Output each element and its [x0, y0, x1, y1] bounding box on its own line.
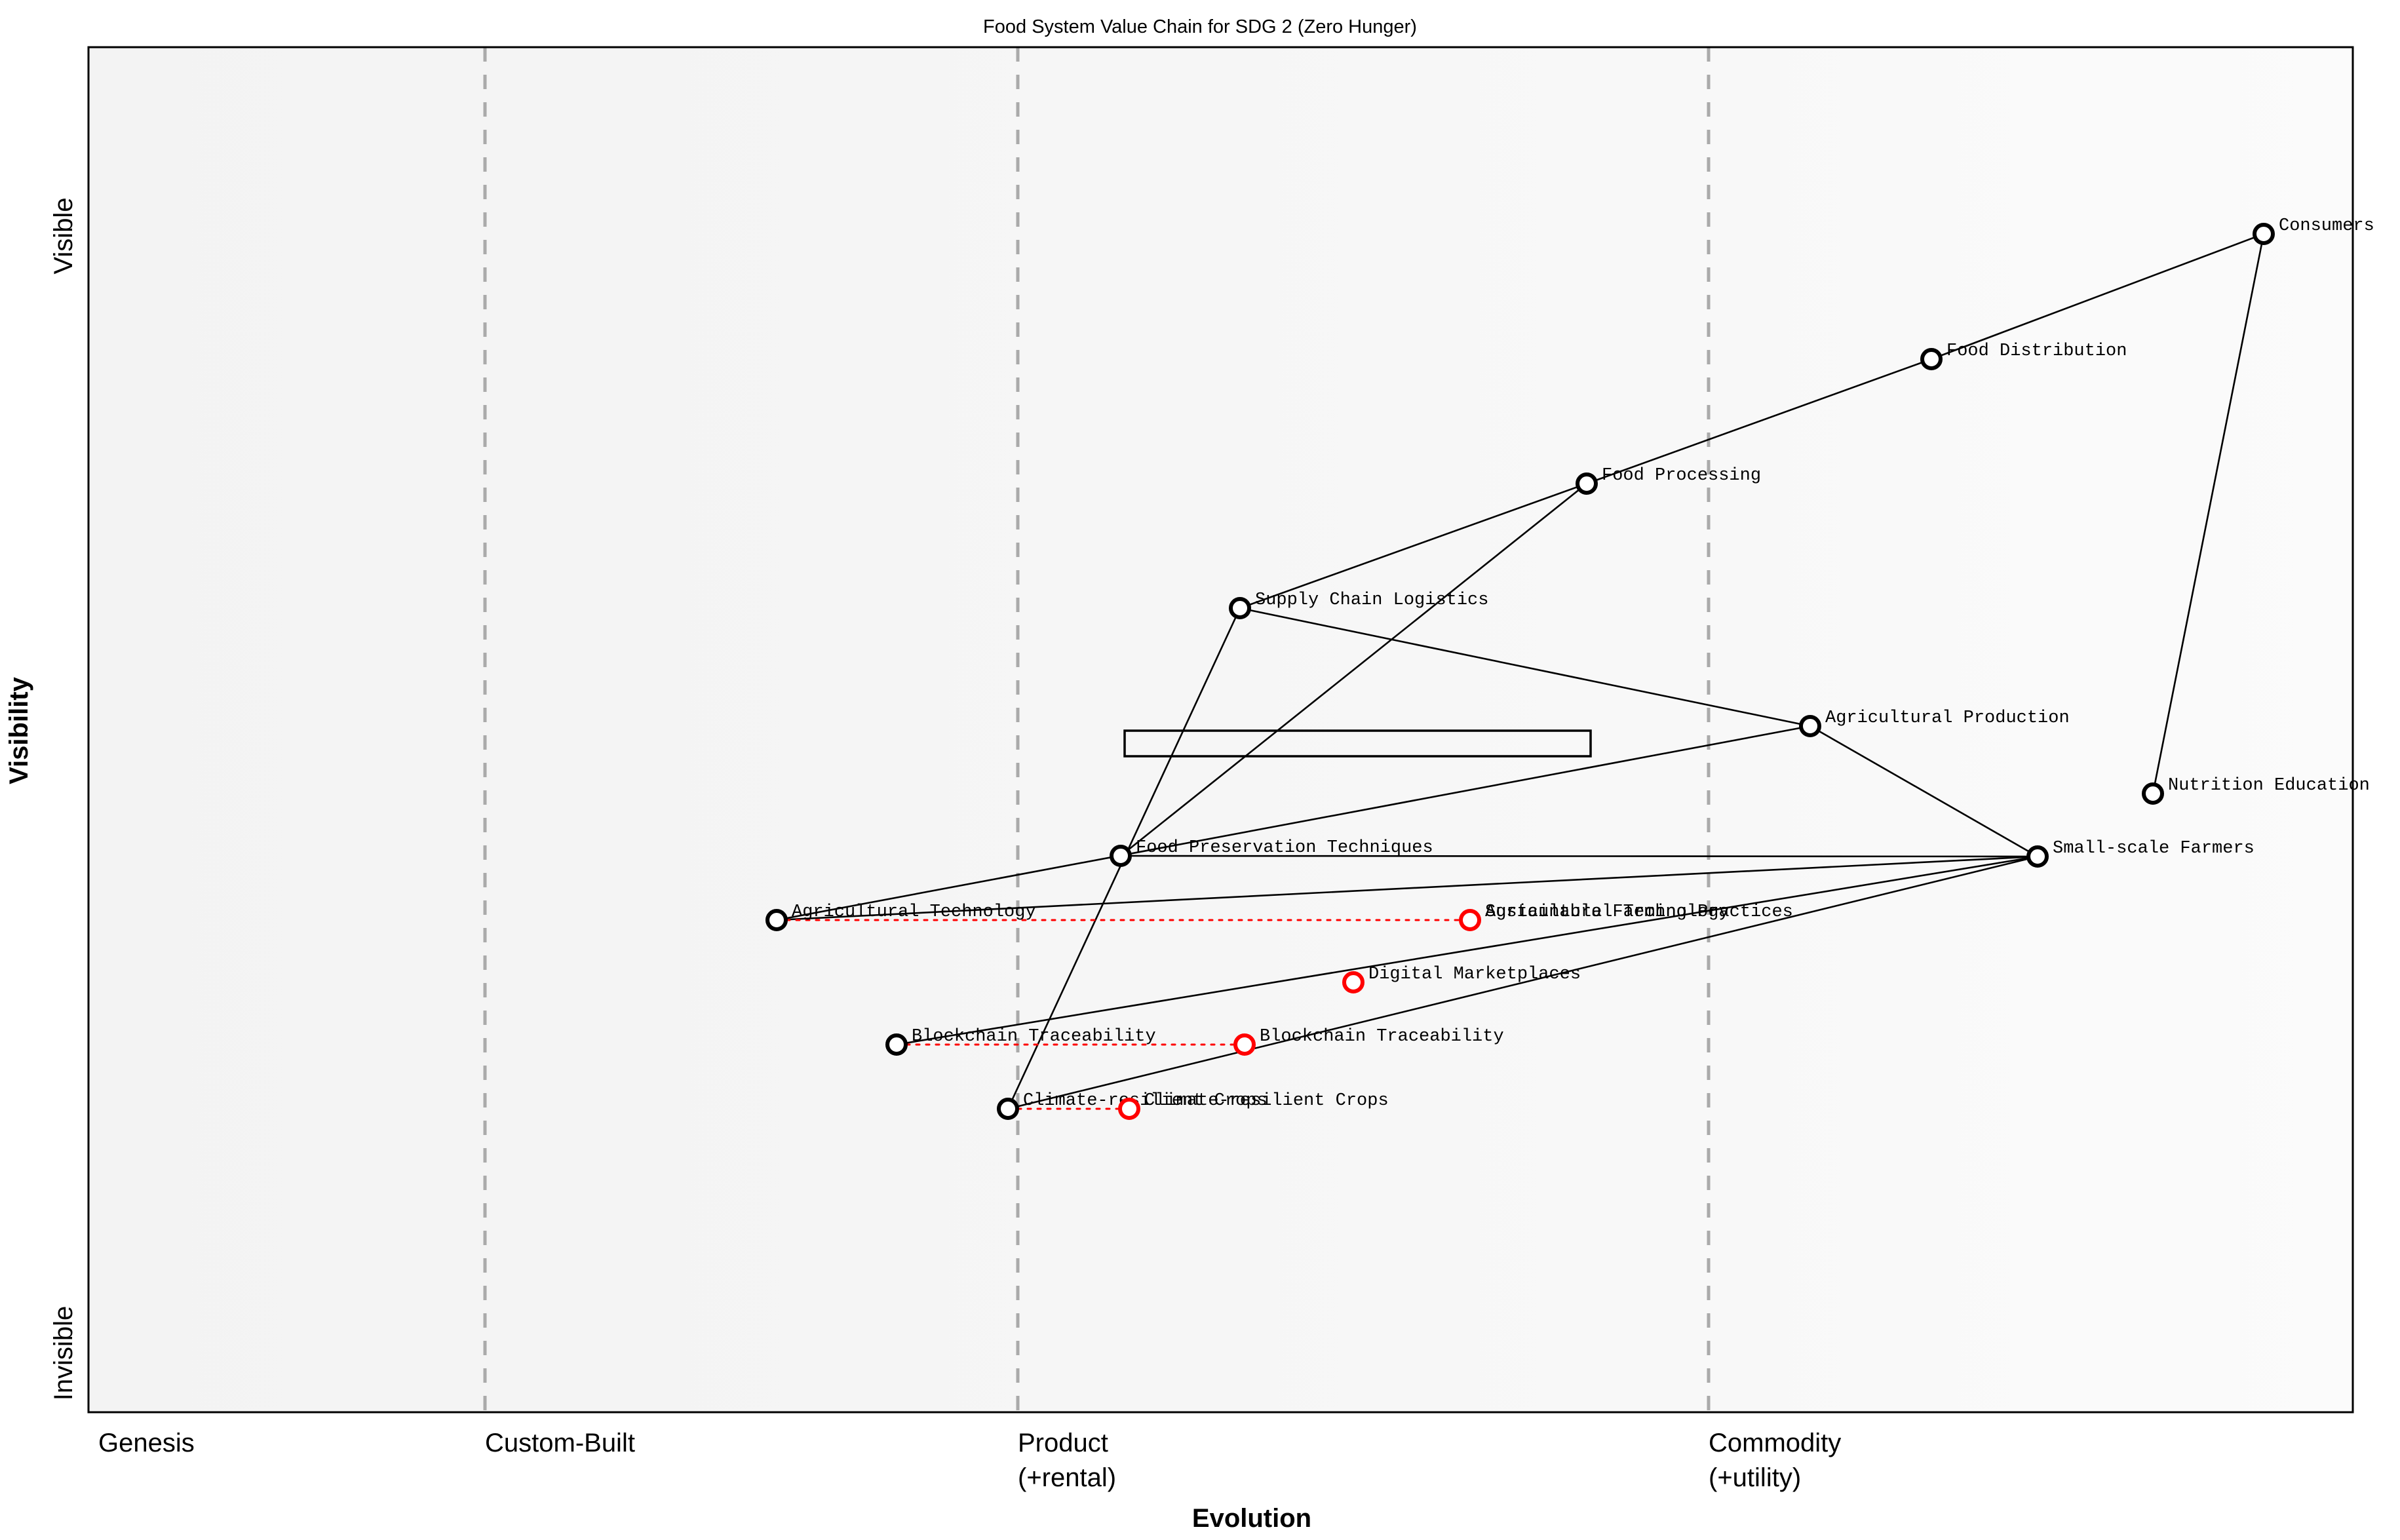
y-axis-title: Visibility	[5, 676, 33, 784]
link-supply-chain-agricultural-production	[1239, 607, 1811, 727]
node-label-layer: Consumers Food Distribution Food Process…	[792, 216, 2374, 1111]
node-climate-resilient-crops[interactable]	[997, 1098, 1019, 1120]
node-food-preservation-techniques[interactable]	[1110, 845, 1132, 867]
label-food-preservation-techniques: Food Preservation Techniques	[1136, 838, 1433, 858]
label-consumers: Consumers	[2279, 216, 2374, 236]
label-agricultural-technology-evolved: Agricultural Technology	[1485, 902, 1730, 922]
annotation-box	[1123, 729, 1592, 758]
evolution-gridlines	[483, 47, 1711, 1412]
link-small-scale-farmers-climate-resilient-crops	[1007, 855, 2038, 1110]
node-dot-layer	[765, 223, 2275, 1120]
link-small-scale-farmers-food-preservation	[1120, 855, 2038, 858]
label-agricultural-technology: Agricultural Technology	[792, 902, 1036, 922]
x-tick-commodity-line1: Commodity	[1709, 1429, 1841, 1457]
node-agricultural-technology[interactable]	[765, 909, 788, 931]
label-food-processing: Food Processing	[1602, 466, 1761, 486]
node-climate-resilient-crops-future[interactable]	[1118, 1098, 1140, 1120]
link-food-processing-food-preservation	[1120, 482, 1587, 857]
label-supply-chain-logistics: Supply Chain Logistics	[1255, 590, 1488, 610]
x-axis: Genesis Custom-Built Product (+rental) C…	[98, 1429, 1841, 1533]
x-tick-product-line2: (+rental)	[1018, 1463, 1116, 1492]
node-blockchain-traceability-future[interactable]	[1233, 1033, 1256, 1056]
link-food-distribution-food-processing	[1586, 358, 1932, 485]
label-agricultural-production: Agricultural Production	[1825, 708, 2070, 728]
label-climate-resilient-crops-future: Climate-resilient Crops	[1144, 1091, 1389, 1111]
chart-title: Food System Value Chain for SDG 2 (Zero …	[983, 16, 1417, 37]
link-small-scale-farmers-blockchain-traceability	[896, 855, 2038, 1046]
label-food-distribution: Food Distribution	[1946, 341, 2127, 361]
x-tick-commodity-line2: (+utility)	[1709, 1463, 1801, 1492]
label-sustainable-farming-practices-future: Sustainable Farming Practices	[1485, 902, 1793, 922]
plot-border	[87, 46, 2354, 1414]
x-tick-custom-built-line1: Custom-Built	[485, 1429, 635, 1457]
label-nutrition-education: Nutrition Education	[2168, 776, 2370, 796]
label-blockchain-traceability-future: Blockchain Traceability	[1260, 1027, 1504, 1047]
link-small-scale-farmers-agricultural-technology	[776, 855, 2038, 921]
link-agricultural-production-agricultural-technology	[776, 725, 1811, 921]
y-axis: Visible Invisible Visibility	[5, 197, 78, 1400]
label-blockchain-traceability: Blockchain Traceability	[912, 1027, 1156, 1047]
node-supply-chain-logistics[interactable]	[1229, 597, 1251, 619]
x-axis-title: Evolution	[1192, 1504, 1311, 1533]
y-tick-invisible: Invisible	[49, 1306, 78, 1401]
label-climate-resilient-crops: Climate-resilient Crops	[1023, 1091, 1268, 1111]
node-food-processing[interactable]	[1576, 472, 1598, 495]
node-blockchain-traceability[interactable]	[885, 1033, 908, 1056]
evolution-line-layer	[775, 919, 1471, 1110]
y-tick-visible: Visible	[49, 197, 78, 274]
link-food-processing-supply-chain-logistics	[1239, 482, 1587, 609]
node-agricultural-production[interactable]	[1799, 715, 1821, 737]
label-small-scale-farmers: Small-scale Farmers	[2053, 839, 2255, 858]
node-food-distribution[interactable]	[1920, 348, 1943, 370]
node-sustainable-farming-practices-future[interactable]	[1459, 909, 1481, 931]
link-consumers-nutrition-education	[2152, 233, 2265, 794]
node-small-scale-farmers[interactable]	[2026, 845, 2049, 868]
node-consumers[interactable]	[2253, 223, 2275, 245]
label-digital-marketplaces-future: Digital Marketplaces	[1368, 965, 1581, 984]
link-consumers-food-distribution	[1931, 233, 2264, 360]
x-tick-genesis-line1: Genesis	[98, 1429, 195, 1457]
x-tick-product-line1: Product	[1018, 1429, 1108, 1457]
node-digital-marketplaces-future[interactable]	[1342, 971, 1365, 993]
node-nutrition-education[interactable]	[2142, 782, 2164, 805]
link-agricultural-production-small-scale-farmers	[1810, 725, 2038, 858]
